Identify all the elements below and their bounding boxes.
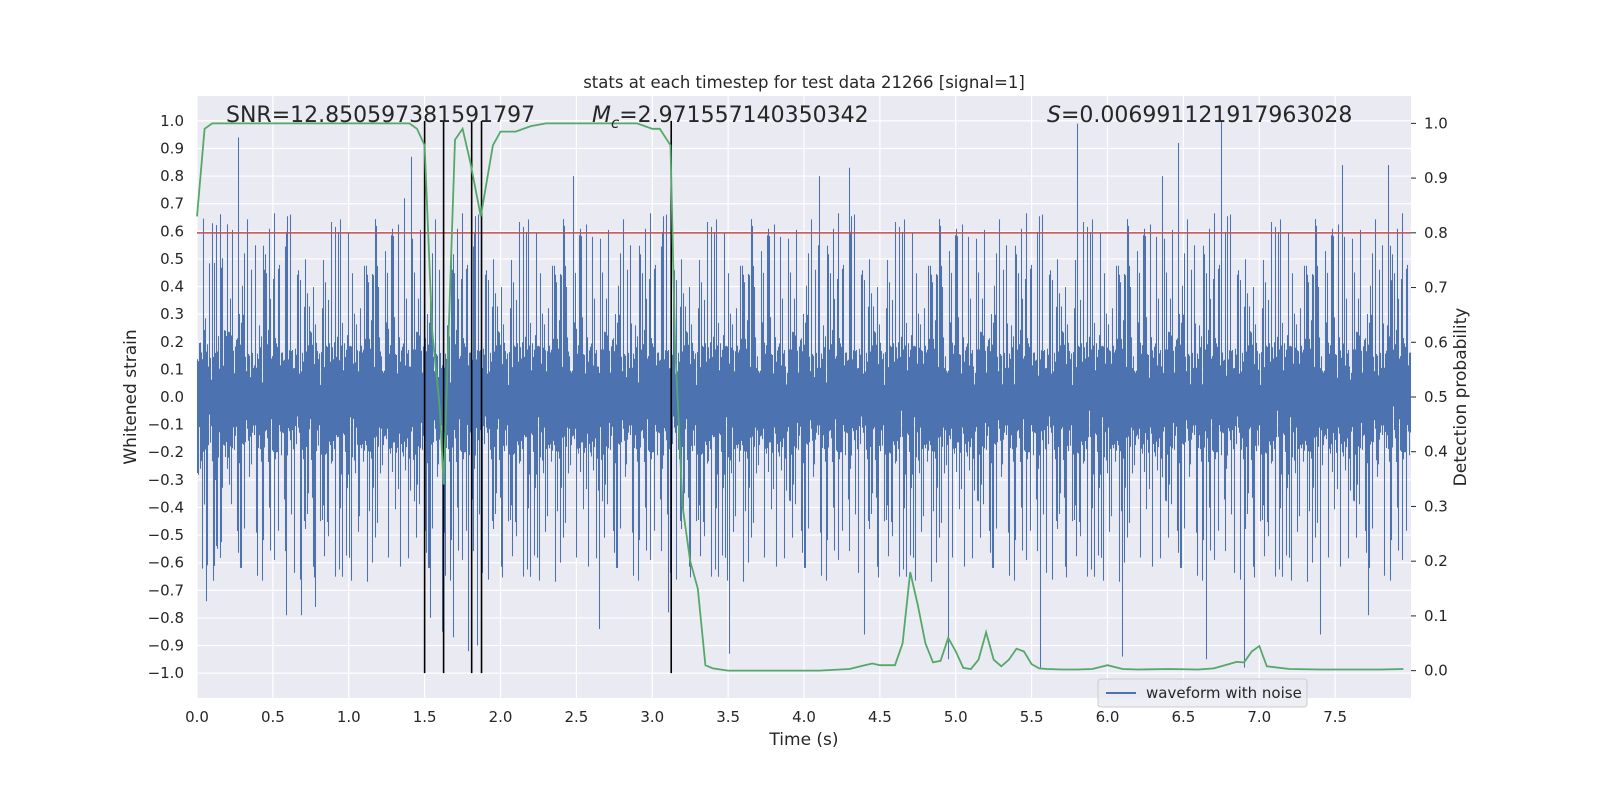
left-tick-label: 0.3 (160, 305, 184, 323)
right-tick-label: 0.3 (1424, 497, 1448, 515)
x-tick-label: 0.0 (185, 708, 209, 726)
left-tick-label: −0.4 (148, 498, 184, 516)
x-tick-label: 2.5 (564, 708, 588, 726)
x-tick-label: 0.5 (261, 708, 285, 726)
x-tick-label: 4.5 (868, 708, 892, 726)
left-tick-label: 1.0 (160, 112, 184, 130)
waveform-series (196, 120, 1412, 668)
right-tick-label: 0.9 (1424, 169, 1448, 187)
x-tick-label: 1.0 (337, 708, 361, 726)
left-tick-label: −0.9 (148, 637, 184, 655)
s-value: =0.006991121917963028 (1061, 103, 1352, 128)
left-tick-label: −0.7 (148, 581, 184, 599)
right-tick-label: 0.0 (1424, 662, 1448, 680)
x-tick-label: 7.0 (1247, 708, 1271, 726)
left-axis-ticks: 1.0 0.9 0.8 0.7 0.6 0.5 0.4 0.3 0.2 0.1 0.0 −0.1 −0.… (148, 112, 184, 682)
left-tick-label: 0.1 (160, 360, 184, 378)
probability-line (196, 122, 1404, 672)
title-group: stats at each timestep for test data 212… (583, 73, 1025, 92)
x-axis-label: Time (s) (768, 730, 838, 750)
left-tick-label: −1.0 (148, 664, 184, 682)
right-tick-label: 1.0 (1424, 114, 1448, 132)
left-axis-label: Whitened strain (121, 329, 141, 464)
legend: waveform with noise (1097, 678, 1308, 708)
s-symbol: S (1047, 103, 1061, 128)
mc-value: =2.971557140350342 (619, 103, 868, 128)
legend-label: waveform with noise (1146, 684, 1302, 702)
right-axis-label: Detection probability (1451, 308, 1471, 487)
right-tick-label: 0.4 (1424, 443, 1448, 461)
x-tick-label: 6.0 (1096, 708, 1120, 726)
x-tick-label: 3.0 (640, 708, 664, 726)
s-annotation: S=0.006991121917963028 (1047, 103, 1352, 128)
right-tick-label: 0.2 (1424, 552, 1448, 570)
legend-box (1097, 678, 1308, 708)
right-tick-label: 0.1 (1424, 607, 1448, 625)
x-tick-label: 5.0 (944, 708, 968, 726)
snr-annotation: SNR=12.850597381591797 (226, 103, 535, 128)
mc-subscript: c (611, 114, 620, 132)
left-tick-label: 0.7 (160, 195, 184, 213)
x-axis-ticks: 0.0 0.5 1.0 1.5 2.0 2.5 3.0 3.5 4.0 4.5 5.0 5.5 6.0 6… (185, 708, 1347, 726)
chart-title: stats at each timestep for test data 212… (583, 73, 1025, 92)
left-tick-label: −0.2 (148, 443, 184, 461)
mc-symbol: M (592, 103, 611, 128)
x-tick-label: 7.5 (1323, 708, 1347, 726)
waveform-trace (196, 120, 1412, 668)
right-tick-label: 0.5 (1424, 388, 1448, 406)
right-axis-ticks: 1.0 0.9 0.8 0.7 0.6 0.5 0.4 0.3 0.2 0.1 0.0 (1411, 114, 1448, 680)
x-tick-label: 1.5 (413, 708, 437, 726)
left-tick-label: −0.8 (148, 609, 184, 627)
left-tick-label: 0.9 (160, 139, 184, 157)
left-tick-label: 0.6 (160, 222, 184, 240)
chirp-mass-annotation: Mc=2.971557140350342 (592, 103, 869, 132)
left-tick-label: 0.5 (160, 250, 184, 268)
x-tick-label: 4.0 (792, 708, 816, 726)
left-tick-label: −0.3 (148, 471, 184, 489)
left-tick-label: 0.2 (160, 333, 184, 351)
left-tick-label: −0.6 (148, 554, 184, 572)
right-tick-label: 0.8 (1424, 224, 1448, 242)
x-tick-label: 3.5 (716, 708, 740, 726)
right-tick-label: 0.6 (1424, 333, 1448, 351)
left-tick-label: −0.5 (148, 526, 184, 544)
left-tick-label: 0.0 (160, 388, 184, 406)
x-tick-label: 2.0 (489, 708, 513, 726)
left-tick-label: 0.4 (160, 278, 184, 296)
left-tick-label: 0.8 (160, 167, 184, 185)
left-tick-label: −0.1 (148, 416, 184, 434)
probability-series (196, 122, 1404, 672)
x-tick-label: 5.5 (1020, 708, 1044, 726)
right-tick-label: 0.7 (1424, 279, 1448, 297)
x-tick-label: 6.5 (1171, 708, 1195, 726)
